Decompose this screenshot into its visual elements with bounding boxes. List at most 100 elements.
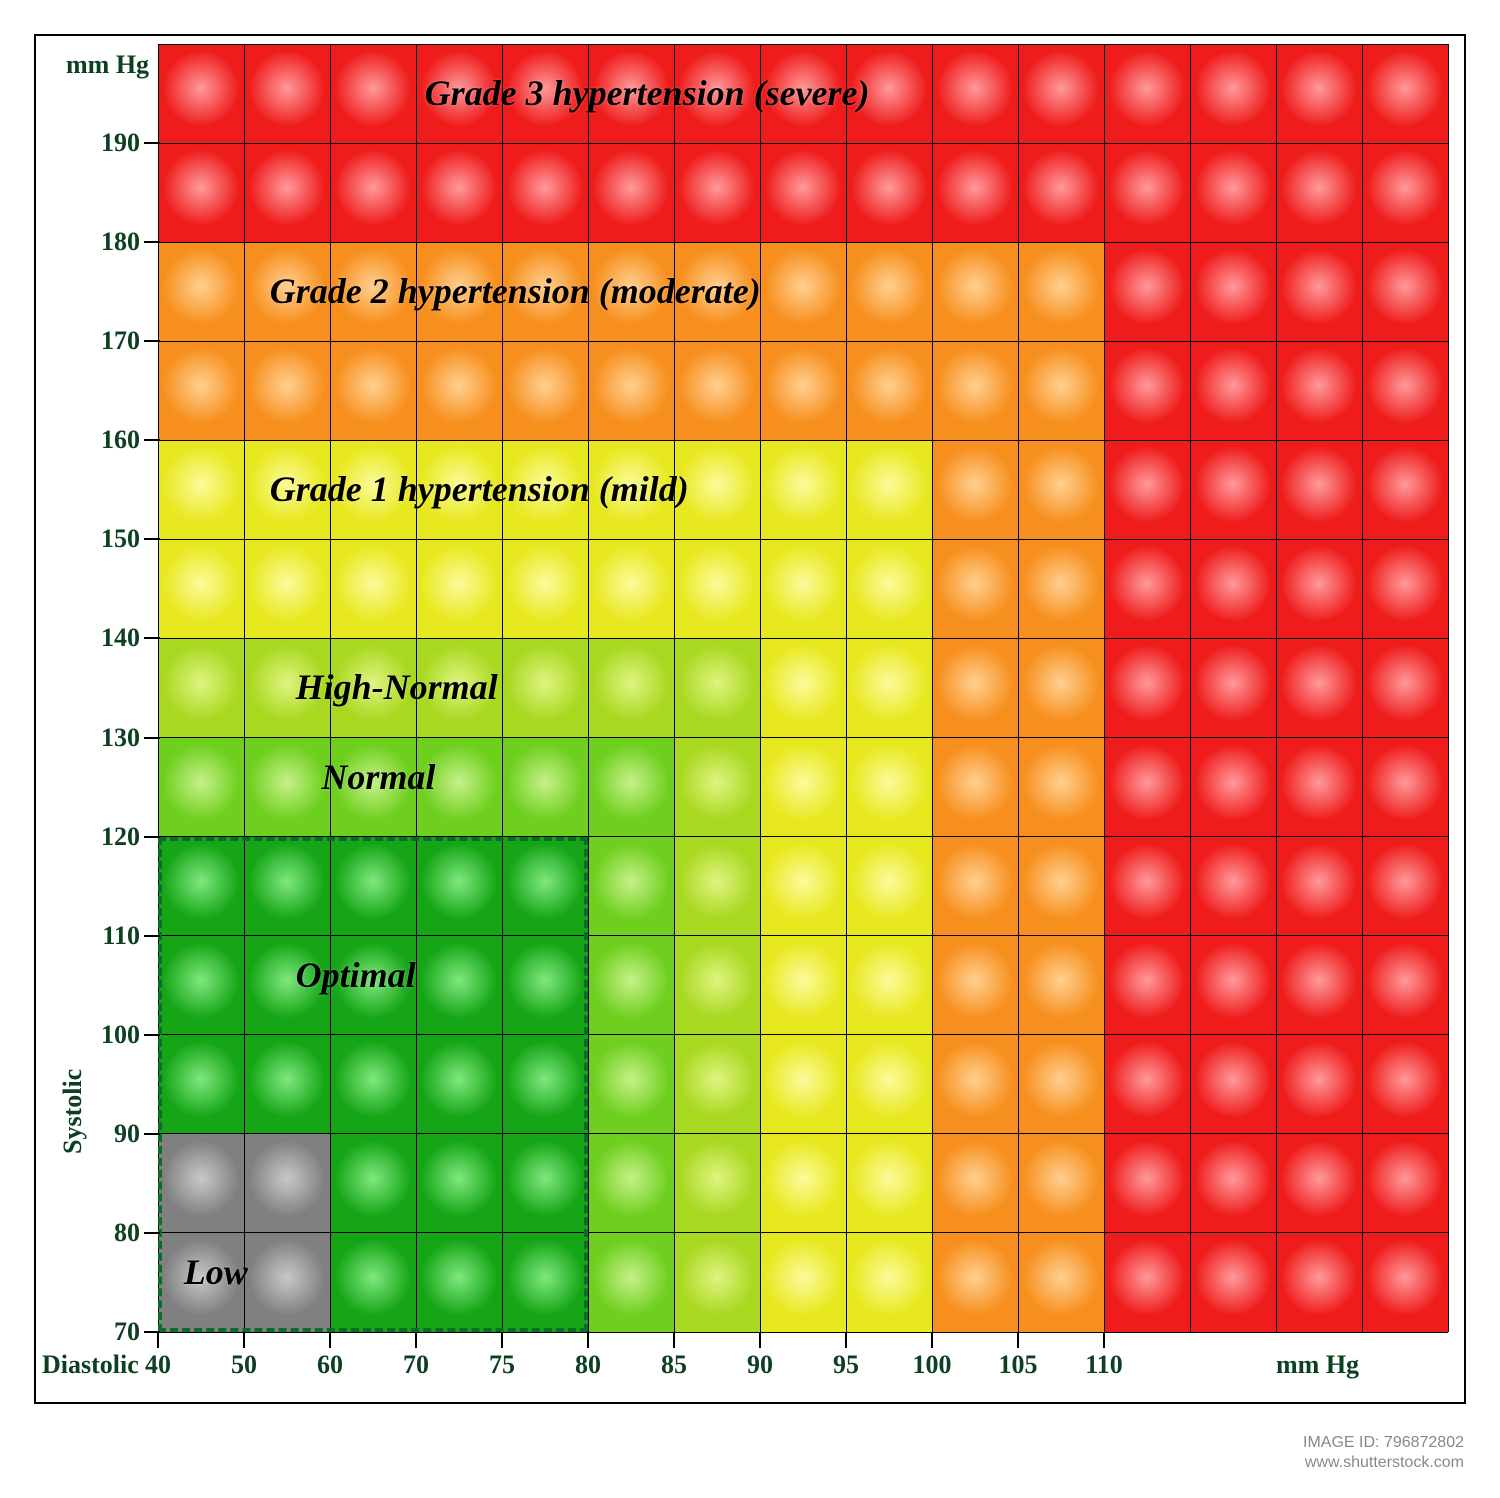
heatmap-cell bbox=[1276, 1233, 1362, 1332]
heatmap-cell bbox=[330, 539, 416, 638]
x-tick-label: 100 bbox=[913, 1350, 952, 1380]
heatmap-cell bbox=[846, 143, 932, 242]
y-tick-mark bbox=[144, 340, 160, 342]
heatmap-cell bbox=[1276, 1035, 1362, 1134]
y-tick-label: 180 bbox=[101, 227, 140, 257]
heatmap-cell bbox=[1104, 440, 1190, 539]
heatmap-cell bbox=[330, 341, 416, 440]
heatmap-cell bbox=[932, 638, 1018, 737]
heatmap-cell bbox=[846, 341, 932, 440]
y-tick-mark bbox=[144, 241, 160, 243]
grid-line bbox=[158, 539, 1448, 540]
heatmap-cell bbox=[588, 638, 674, 737]
heatmap-cell bbox=[244, 44, 330, 143]
heatmap-cell bbox=[588, 1233, 674, 1332]
heatmap-cell bbox=[1190, 1233, 1276, 1332]
y-tick-mark bbox=[144, 439, 160, 441]
heatmap-cell bbox=[846, 837, 932, 936]
heatmap-cell bbox=[1362, 936, 1448, 1035]
grid-line bbox=[1448, 44, 1449, 1332]
heatmap-cell bbox=[846, 242, 932, 341]
heatmap-cell bbox=[416, 143, 502, 242]
x-tick-label: 90 bbox=[747, 1350, 773, 1380]
x-tick-mark bbox=[845, 1332, 847, 1348]
heatmap-cell bbox=[1362, 1035, 1448, 1134]
heatmap-cell bbox=[1362, 1134, 1448, 1233]
x-tick-label: 80 bbox=[575, 1350, 601, 1380]
grid-line bbox=[1276, 44, 1277, 1332]
y-tick-label: 80 bbox=[114, 1218, 140, 1248]
heatmap-cell bbox=[1190, 440, 1276, 539]
heatmap-cell bbox=[1190, 539, 1276, 638]
site-url: www.shutterstock.com bbox=[1305, 1454, 1464, 1472]
y-tick-label: 160 bbox=[101, 425, 140, 455]
heatmap-cell bbox=[760, 1035, 846, 1134]
x-axis-unit: mm Hg bbox=[1276, 1350, 1359, 1380]
region-label-low: Low bbox=[184, 1251, 248, 1293]
x-tick-label: 60 bbox=[317, 1350, 343, 1380]
y-tick-mark bbox=[144, 538, 160, 540]
heatmap-cell bbox=[846, 440, 932, 539]
heatmap-cell bbox=[244, 143, 330, 242]
heatmap-cell bbox=[1018, 341, 1104, 440]
y-tick-label: 70 bbox=[114, 1317, 140, 1347]
heatmap-cell bbox=[674, 143, 760, 242]
heatmap-cell bbox=[1018, 539, 1104, 638]
x-tick-mark bbox=[415, 1332, 417, 1348]
heatmap-cell bbox=[1190, 44, 1276, 143]
heatmap-cell bbox=[846, 1233, 932, 1332]
heatmap-cell bbox=[1018, 638, 1104, 737]
heatmap-cell bbox=[158, 341, 244, 440]
heatmap-cell bbox=[588, 837, 674, 936]
y-tick-label: 100 bbox=[101, 1020, 140, 1050]
heatmap-cell bbox=[674, 341, 760, 440]
heatmap-cell bbox=[932, 539, 1018, 638]
heatmap-cell bbox=[846, 638, 932, 737]
heatmap-cell bbox=[588, 936, 674, 1035]
heatmap-cell bbox=[1276, 44, 1362, 143]
heatmap-cell bbox=[1362, 242, 1448, 341]
x-tick-label: 105 bbox=[999, 1350, 1038, 1380]
x-tick-label: 95 bbox=[833, 1350, 859, 1380]
grid-line bbox=[158, 638, 1448, 639]
heatmap-cell bbox=[330, 143, 416, 242]
heatmap-cell bbox=[760, 1233, 846, 1332]
grid-line bbox=[158, 242, 1448, 243]
heatmap-cell bbox=[1104, 837, 1190, 936]
heatmap-cell bbox=[932, 936, 1018, 1035]
y-tick-label: 170 bbox=[101, 326, 140, 356]
heatmap-cell bbox=[1276, 936, 1362, 1035]
heatmap-cell bbox=[1362, 44, 1448, 143]
y-tick-mark bbox=[144, 935, 160, 937]
heatmap-cell bbox=[1104, 936, 1190, 1035]
heatmap-cell bbox=[760, 341, 846, 440]
heatmap-cell bbox=[1362, 1233, 1448, 1332]
y-tick-label: 120 bbox=[101, 822, 140, 852]
grid-line bbox=[158, 737, 1448, 738]
x-tick-label: 70 bbox=[403, 1350, 429, 1380]
heatmap-cell bbox=[502, 738, 588, 837]
heatmap-cell bbox=[1276, 638, 1362, 737]
grid-line bbox=[158, 143, 1448, 144]
heatmap-cell bbox=[760, 539, 846, 638]
heatmap-cell bbox=[1276, 1134, 1362, 1233]
heatmap-cell bbox=[760, 1134, 846, 1233]
heatmap-cell bbox=[1190, 638, 1276, 737]
y-tick-mark bbox=[144, 1034, 160, 1036]
heatmap-cell bbox=[502, 539, 588, 638]
heatmap-cell bbox=[932, 242, 1018, 341]
heatmap-cell bbox=[158, 539, 244, 638]
heatmap-cell bbox=[1018, 1233, 1104, 1332]
y-tick-mark bbox=[144, 836, 160, 838]
heatmap-cell bbox=[1104, 638, 1190, 737]
heatmap-cell bbox=[1276, 242, 1362, 341]
grid-line bbox=[158, 440, 1448, 441]
heatmap-cell bbox=[1104, 143, 1190, 242]
heatmap-cell bbox=[846, 1134, 932, 1233]
heatmap-cell bbox=[1362, 440, 1448, 539]
x-tick-mark bbox=[243, 1332, 245, 1348]
y-axis-unit: mm Hg bbox=[66, 50, 149, 80]
heatmap-cell bbox=[1190, 1035, 1276, 1134]
x-tick-mark bbox=[759, 1332, 761, 1348]
heatmap-cell bbox=[932, 837, 1018, 936]
